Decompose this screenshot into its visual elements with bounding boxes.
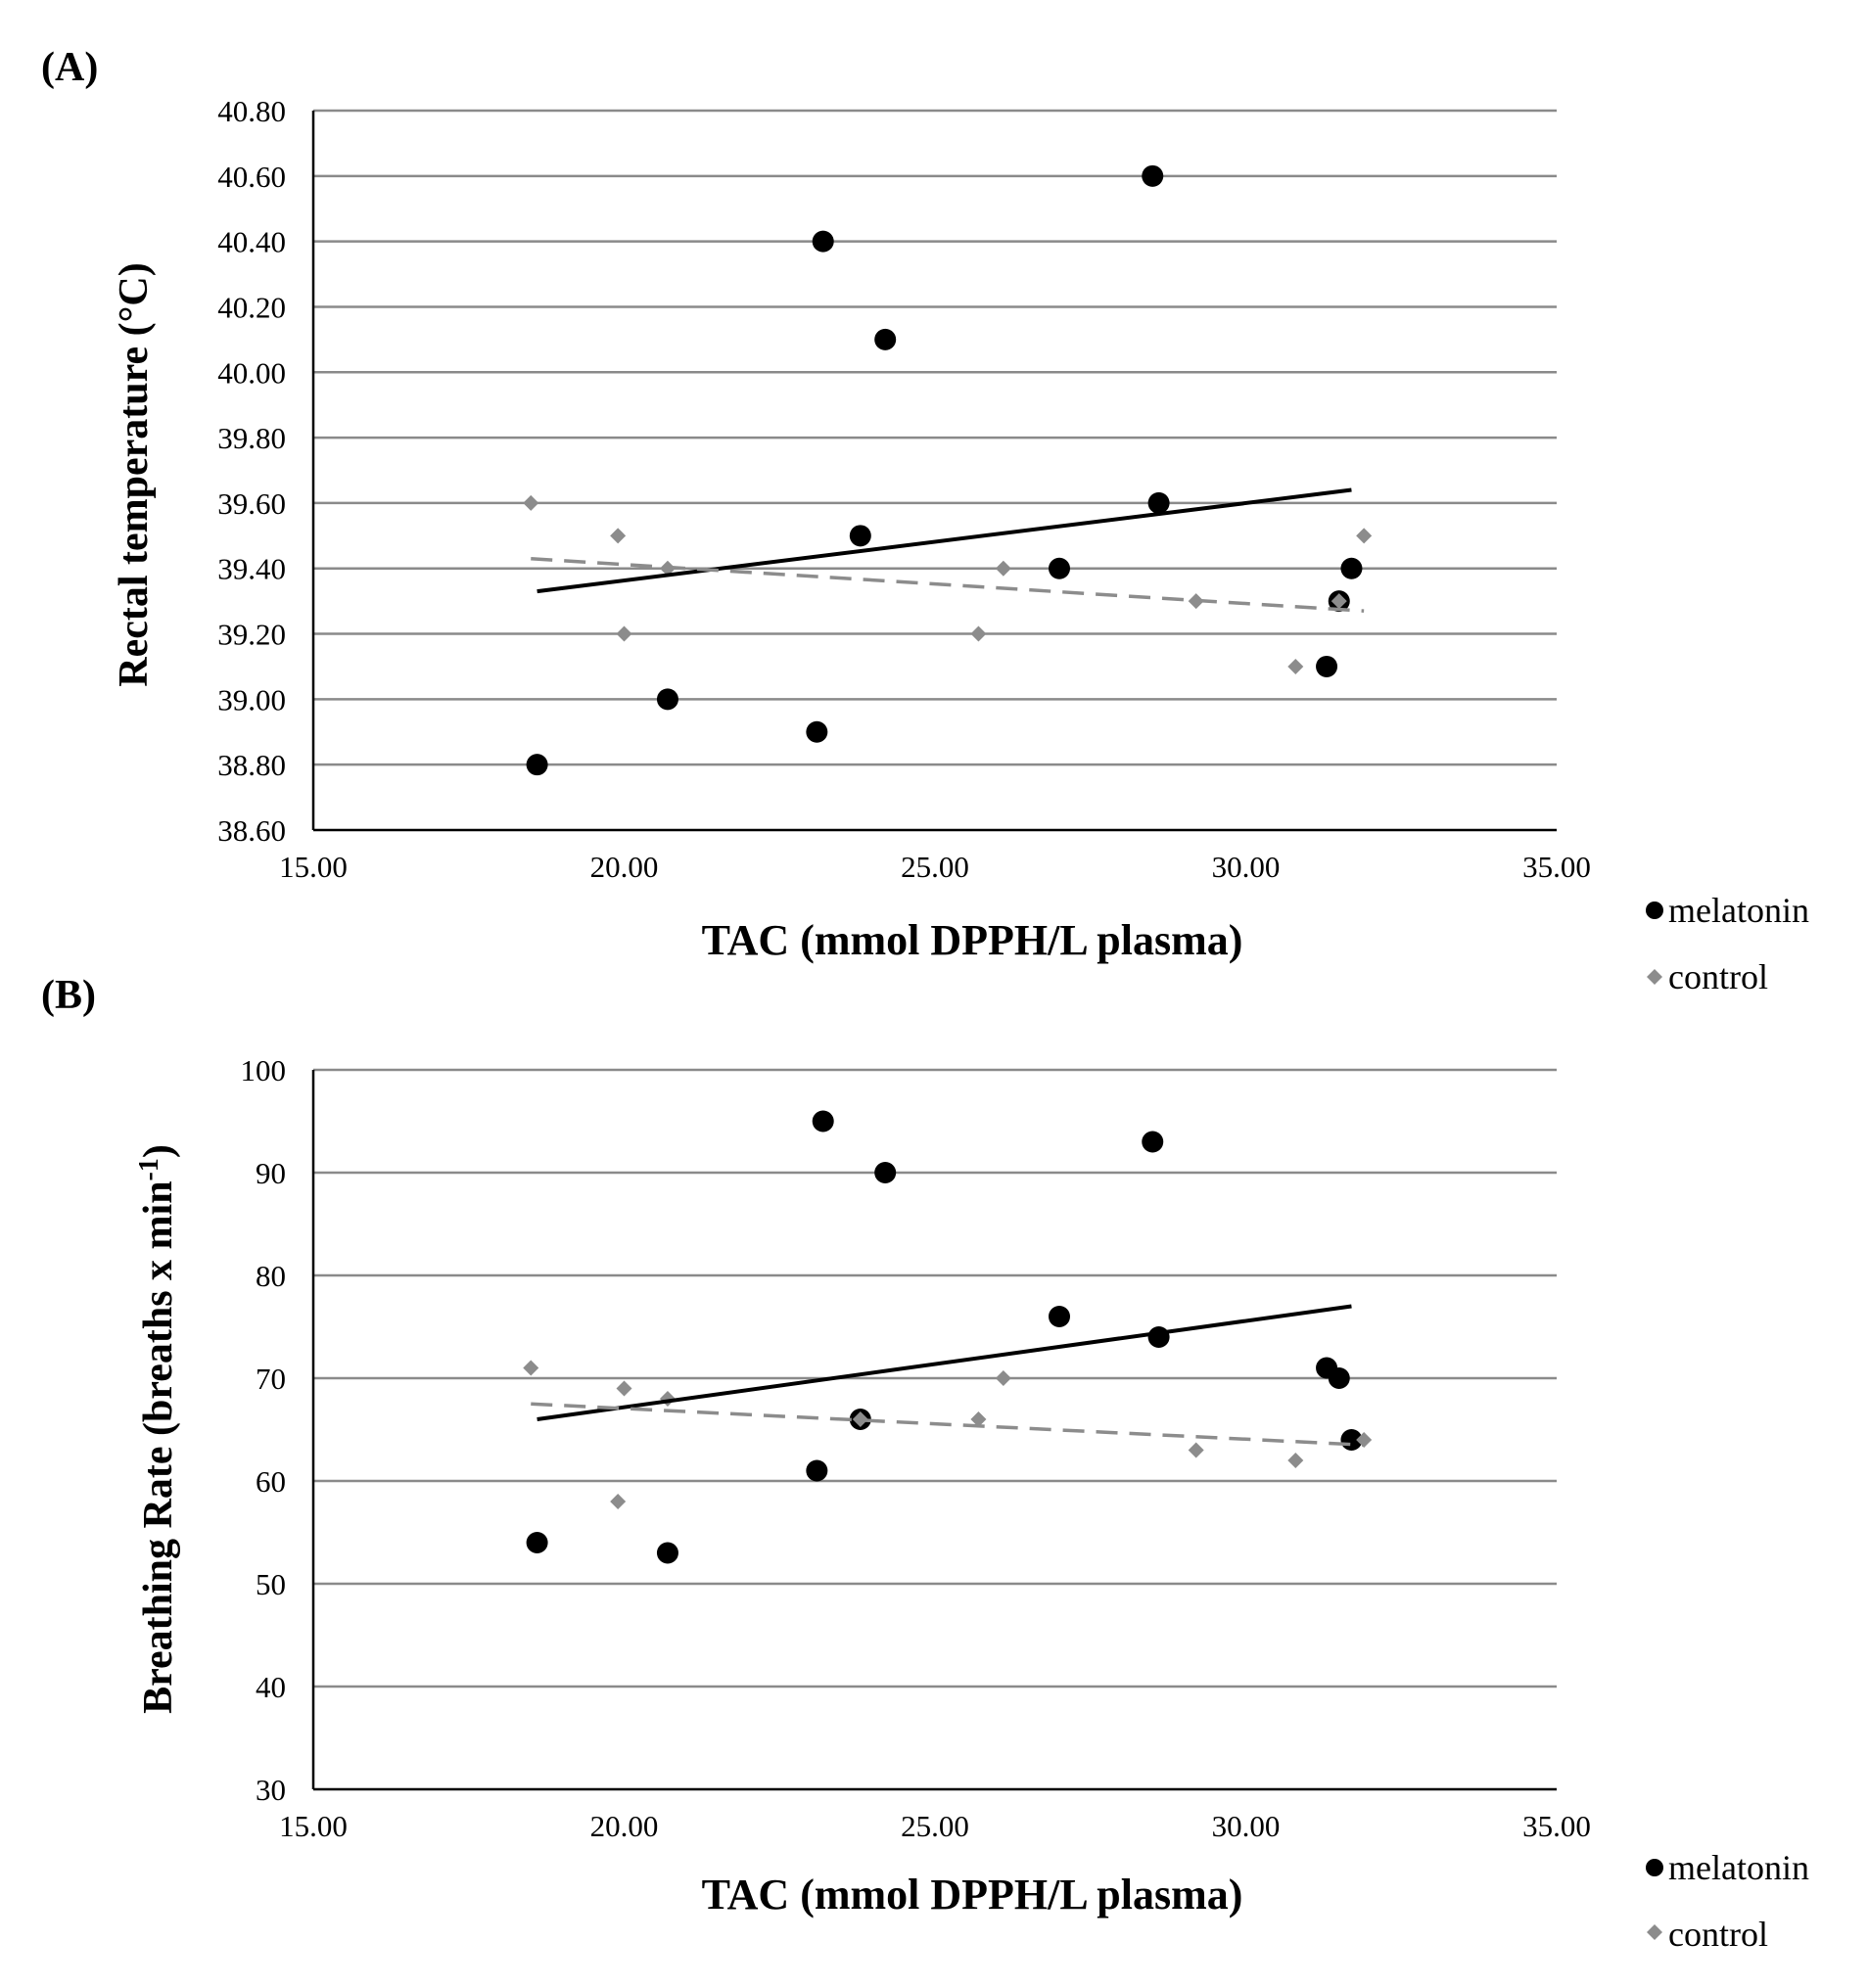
legend-b: melatonin control: [1646, 1848, 1809, 1954]
y-tick-label-b: 50: [256, 1567, 286, 1601]
point-melatonin-b: [1142, 1131, 1164, 1153]
y-tick-label-a: 39.80: [217, 421, 286, 455]
x-tick-label-a: 25.00: [901, 850, 969, 884]
x-axis-title-b: TAC (mmol DPPH/L plasma): [702, 1871, 1243, 1919]
legend-marker-melatonin-b: [1646, 1859, 1663, 1876]
legend-label-melatonin-b: melatonin: [1668, 1848, 1809, 1887]
x-tick-label-a: 20.00: [590, 850, 659, 884]
plot-area-a: 38.60 38.80 39.00 39.20 39.40 39.60 39.80 40.00…: [217, 94, 1591, 884]
trendline-control-a: [531, 556, 1365, 613]
x-tick-label-b: 35.00: [1522, 1809, 1591, 1843]
legend-label-melatonin-a: melatonin: [1668, 891, 1809, 930]
y-tick-label-a: 39.60: [217, 486, 286, 521]
point-melatonin-b: [1328, 1367, 1350, 1389]
y-axis-title-b-close: ): [136, 1144, 181, 1158]
trendline-melatonin-b: [537, 1304, 1352, 1421]
point-control-b: [610, 1494, 627, 1509]
point-control-b: [616, 1380, 632, 1397]
point-melatonin-a: [874, 328, 897, 350]
point-melatonin-a: [806, 720, 828, 743]
point-control-b: [852, 1411, 868, 1427]
y-axis-title-b-main: Breathing Rate (breaths x min: [136, 1180, 181, 1713]
point-melatonin-b: [874, 1162, 897, 1183]
y-tick-label-b: 40: [256, 1670, 286, 1704]
y-tick-label-b: 80: [256, 1259, 286, 1293]
y-tick-label-b: 60: [256, 1464, 286, 1499]
y-tick-label-b: 90: [256, 1156, 286, 1190]
point-control-a: [523, 494, 539, 511]
point-control-a: [1331, 593, 1347, 610]
legend-label-control-a: control: [1668, 957, 1768, 996]
y-tick-label-a: 40.80: [217, 94, 286, 128]
point-melatonin-a: [526, 754, 548, 776]
point-control-b: [995, 1370, 1011, 1386]
y-tick-label-b: 30: [256, 1773, 286, 1807]
plot-area-b: 30 40 50 60 70 80 90 100 15.00 20.00 25.00 30.00 35.…: [241, 1053, 1591, 1843]
legend-marker-control-b: [1647, 1924, 1662, 1940]
x-tick-label-a: 15.00: [279, 850, 348, 884]
point-control-b: [1356, 1432, 1373, 1448]
y-tick-label-a: 40.40: [217, 225, 286, 259]
x-tick-label-b: 15.00: [279, 1809, 348, 1843]
y-tick-label-a: 40.00: [217, 355, 286, 390]
y-tick-label-a: 40.60: [217, 160, 286, 194]
legend-marker-control-a: [1647, 969, 1662, 985]
y-tick-label-a: 38.60: [217, 813, 286, 848]
y-tick-label-b: 70: [256, 1362, 286, 1396]
panel-a-label: (A): [41, 45, 98, 90]
y-axis-title-a: Rectal temperature (°C): [112, 262, 157, 687]
point-control-a: [1287, 658, 1304, 674]
point-control-a: [616, 625, 632, 642]
point-control-a: [995, 560, 1011, 577]
trendline-control-b: [531, 1402, 1365, 1447]
point-control-b: [1287, 1453, 1304, 1468]
trendline-melatonin-a: [537, 487, 1352, 594]
point-control-a: [1356, 528, 1373, 544]
point-melatonin-a: [812, 230, 834, 253]
point-melatonin-a: [1147, 491, 1170, 514]
x-tick-label-a: 35.00: [1522, 850, 1591, 884]
y-tick-label-a: 39.20: [217, 618, 286, 652]
point-melatonin-b: [1049, 1306, 1070, 1327]
point-control-a: [610, 528, 627, 544]
y-tick-label-a: 40.20: [217, 290, 286, 324]
point-melatonin-a: [849, 525, 871, 547]
legend-label-control-b: control: [1668, 1915, 1768, 1954]
y-tick-label-a: 39.40: [217, 552, 286, 586]
panel-b: (B) 30 40 50 60 70 80 90 100 15.00 20.00 25.00 30.0…: [41, 973, 1809, 1954]
y-tick-label-a: 39.00: [217, 682, 286, 717]
x-tick-label-b: 25.00: [901, 1809, 969, 1843]
point-melatonin-b: [1147, 1326, 1170, 1348]
x-tick-label-a: 30.00: [1212, 850, 1281, 884]
point-melatonin-b: [656, 1542, 678, 1564]
point-control-b: [1188, 1442, 1204, 1458]
legend-a: melatonin control: [1646, 891, 1809, 996]
y-axis-title-b-superscript: -1: [134, 1158, 164, 1180]
point-melatonin-b: [812, 1110, 834, 1133]
legend-marker-melatonin-a: [1646, 902, 1663, 919]
x-tick-label-b: 30.00: [1212, 1809, 1281, 1843]
point-melatonin-a: [1049, 557, 1070, 579]
point-melatonin-a: [1316, 655, 1338, 677]
x-axis-title-a: TAC (mmol DPPH/L plasma): [702, 916, 1243, 964]
y-tick-label-b: 100: [241, 1053, 287, 1087]
y-axis-title-b: Breathing Rate (breaths x min-1): [134, 1144, 181, 1714]
point-melatonin-a: [1340, 557, 1363, 579]
panel-a: (A) 38.60 38.80 39.00 39.20 39.40 39.60 39.80 4…: [41, 45, 1809, 996]
point-melatonin-a: [656, 688, 678, 711]
point-control-a: [970, 625, 987, 642]
panel-b-label: (B): [41, 973, 96, 1018]
y-tick-label-a: 38.80: [217, 748, 286, 782]
x-tick-label-b: 20.00: [590, 1809, 659, 1843]
point-control-b: [970, 1411, 987, 1427]
point-melatonin-b: [526, 1532, 548, 1553]
point-melatonin-a: [1142, 164, 1164, 187]
point-control-b: [523, 1360, 539, 1376]
point-melatonin-b: [806, 1459, 828, 1482]
